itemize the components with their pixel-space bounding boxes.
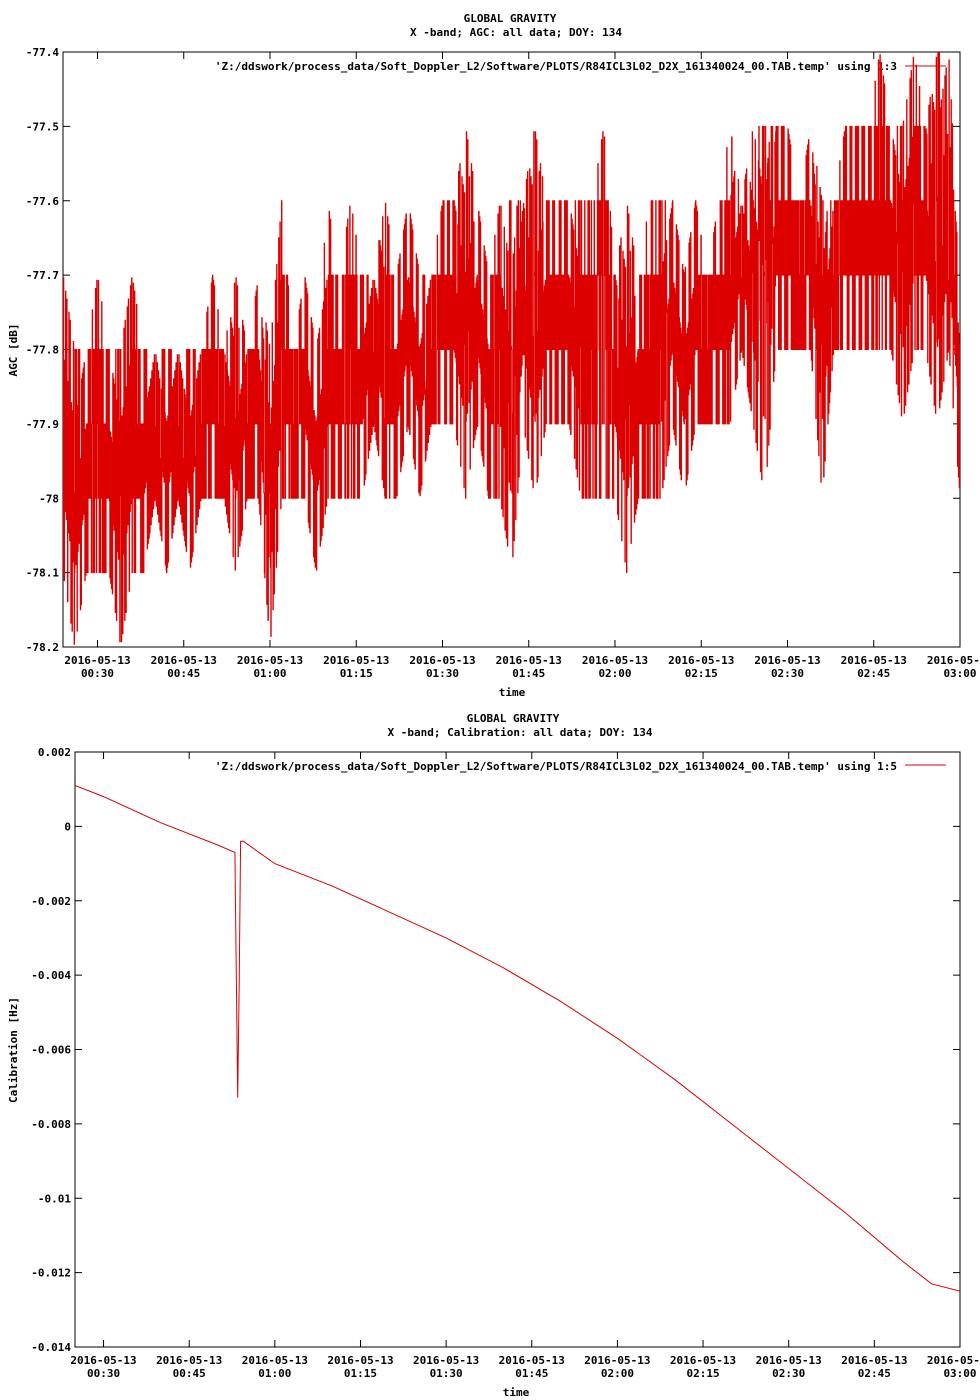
y-tick-label: -77.9	[26, 418, 59, 431]
x-tick-label-date: 2016-05-13	[756, 1354, 822, 1367]
calibration-legend-label: 'Z:/ddswork/process_data/Soft_Doppler_L2…	[215, 760, 897, 773]
x-tick-label-date: 2016-05-13	[409, 654, 475, 667]
x-tick-label-date: 2016-05-13	[754, 654, 820, 667]
y-tick-label: -77.6	[26, 195, 59, 208]
x-tick-label-time: 03:00	[943, 667, 976, 680]
y-tick-label: -78.1	[26, 567, 59, 580]
x-tick-label-time: 02:15	[687, 1367, 720, 1380]
series-line	[63, 52, 960, 645]
x-tick-label-date: 2016-05-13	[584, 1354, 650, 1367]
x-tick-label-date: 2016-05-13	[927, 1354, 980, 1367]
x-tick-label-time: 02:00	[601, 1367, 634, 1380]
agc-y-axis-label: AGC [dB]	[7, 324, 20, 377]
agc-chart-title: GLOBAL GRAVITY	[464, 12, 557, 25]
x-tick-label-time: 00:30	[81, 667, 114, 680]
x-tick-label-date: 2016-05-13	[841, 1354, 907, 1367]
x-tick-label-date: 2016-05-13	[323, 654, 389, 667]
y-tick-label: 0.002	[38, 746, 71, 759]
y-tick-label: 0	[64, 820, 71, 833]
x-tick-label-time: 02:30	[771, 667, 804, 680]
calibration-chart-subtitle: X -band; Calibration: all data; DOY: 134	[388, 726, 653, 739]
x-tick-label-time: 00:30	[87, 1367, 120, 1380]
x-tick-label-time: 01:00	[258, 1367, 291, 1380]
agc-legend-label: 'Z:/ddswork/process_data/Soft_Doppler_L2…	[215, 60, 897, 73]
y-tick-label: -78.2	[26, 641, 59, 654]
y-tick-label: -77.4	[26, 46, 59, 59]
x-tick-label-time: 01:15	[344, 1367, 377, 1380]
agc-x-axis-label: time	[499, 686, 526, 699]
x-tick-label-date: 2016-05-13	[927, 654, 980, 667]
x-tick-label-time: 02:45	[858, 1367, 891, 1380]
y-tick-label: -78	[39, 492, 59, 505]
y-tick-label: -0.008	[31, 1118, 71, 1131]
calibration-x-axis-label: time	[503, 1386, 530, 1399]
x-tick-label-time: 01:45	[512, 667, 545, 680]
x-tick-label-date: 2016-05-13	[841, 654, 907, 667]
x-tick-label-time: 01:30	[430, 1367, 463, 1380]
x-tick-label-time: 02:15	[685, 667, 718, 680]
x-tick-label-date: 2016-05-13	[242, 1354, 308, 1367]
x-tick-label-time: 01:00	[253, 667, 286, 680]
x-tick-label-date: 2016-05-13	[64, 654, 130, 667]
x-tick-label-date: 2016-05-13	[668, 654, 734, 667]
x-tick-label-time: 02:45	[857, 667, 890, 680]
agc-chart: GLOBAL GRAVITY X -band; AGC: all data; D…	[7, 12, 980, 699]
y-tick-label: -0.004	[31, 969, 71, 982]
x-tick-label-date: 2016-05-13	[237, 654, 303, 667]
calibration-chart-title: GLOBAL GRAVITY	[467, 712, 560, 725]
y-tick-label: -77.7	[26, 269, 59, 282]
y-tick-label: -0.01	[38, 1192, 71, 1205]
x-tick-label-date: 2016-05-13	[499, 1354, 565, 1367]
x-tick-label-date: 2016-05-13	[582, 654, 648, 667]
x-tick-label-time: 01:45	[515, 1367, 548, 1380]
x-tick-label-time: 01:30	[426, 667, 459, 680]
x-tick-label-date: 2016-05-13	[327, 1354, 393, 1367]
x-tick-label-date: 2016-05-13	[70, 1354, 136, 1367]
calibration-chart: GLOBAL GRAVITY X -band; Calibration: all…	[7, 712, 980, 1399]
x-tick-label-date: 2016-05-13	[496, 654, 562, 667]
x-tick-label-date: 2016-05-13	[670, 1354, 736, 1367]
x-tick-label-date: 2016-05-13	[151, 654, 217, 667]
x-tick-label-time: 02:00	[598, 667, 631, 680]
x-tick-label-date: 2016-05-13	[156, 1354, 222, 1367]
y-tick-label: -0.006	[31, 1044, 71, 1057]
x-tick-label-time: 03:00	[943, 1367, 976, 1380]
x-tick-label-date: 2016-05-13	[413, 1354, 479, 1367]
x-tick-label-time: 01:15	[340, 667, 373, 680]
x-tick-label-time: 00:45	[173, 1367, 206, 1380]
x-tick-label-time: 00:45	[167, 667, 200, 680]
y-tick-label: -0.012	[31, 1267, 71, 1280]
y-tick-label: -77.8	[26, 344, 59, 357]
y-tick-label: -0.002	[31, 895, 71, 908]
series-line	[75, 785, 960, 1292]
y-tick-label: -0.014	[31, 1341, 71, 1354]
x-tick-label-time: 02:30	[772, 1367, 805, 1380]
y-tick-label: -77.5	[26, 120, 59, 133]
calibration-y-axis-label: Calibration [Hz]	[7, 997, 20, 1103]
agc-chart-subtitle: X -band; AGC: all data; DOY: 134	[410, 26, 622, 39]
